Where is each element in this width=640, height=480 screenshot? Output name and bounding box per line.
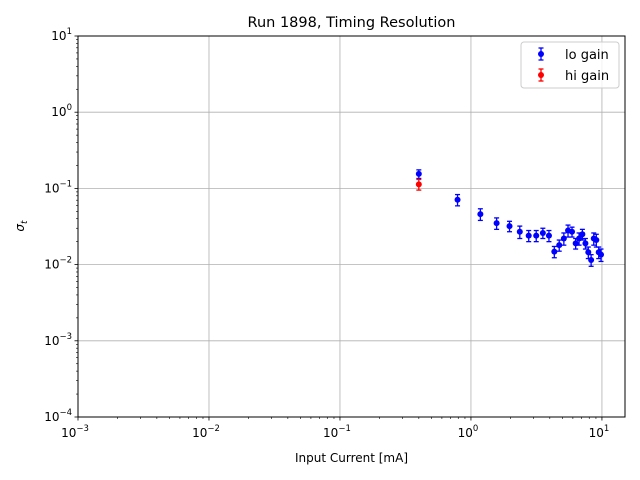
data-point — [593, 237, 600, 244]
data-point — [493, 220, 500, 227]
x-tick-label: 10−3 — [61, 424, 89, 440]
x-axis-label: Input Current [mA] — [295, 451, 408, 465]
data-point — [569, 228, 576, 235]
y-axis-label-symbol: σ — [13, 224, 27, 232]
x-tick-label: 101 — [589, 424, 610, 440]
y-tick-label: 101 — [51, 27, 72, 43]
data-point — [506, 223, 513, 230]
data-point — [598, 251, 605, 258]
chart-title: Run 1898, Timing Resolution — [248, 15, 456, 31]
data-point — [516, 228, 523, 235]
data-point — [545, 232, 552, 239]
legend-label-lo-gain: lo gain — [565, 48, 609, 63]
x-tick-label: 10−1 — [323, 424, 351, 440]
data-point — [539, 229, 546, 236]
data-point — [415, 181, 422, 188]
legend-point — [538, 51, 544, 57]
data-point — [585, 249, 592, 256]
legend-marker-hi-gain — [538, 68, 544, 82]
series-layer — [415, 169, 605, 267]
data-point — [579, 231, 586, 238]
series-lo-gain — [415, 169, 605, 267]
data-point — [556, 242, 563, 249]
data-point — [477, 211, 484, 218]
series-hi-gain — [415, 178, 422, 191]
legend-box — [520, 41, 620, 89]
data-point — [415, 170, 422, 177]
data-point — [560, 235, 567, 242]
y-tick-label: 10−4 — [44, 408, 72, 424]
legend-point — [538, 72, 544, 78]
y-axis-label-subscript: t — [20, 220, 30, 224]
legend-marker-lo-gain — [538, 47, 544, 61]
y-tick-label: 100 — [51, 103, 72, 119]
data-point — [533, 232, 540, 239]
data-point — [454, 196, 461, 203]
y-tick-label: 10−2 — [44, 256, 72, 272]
x-tick-label: 100 — [458, 424, 479, 440]
plot-frame — [77, 35, 626, 418]
x-tick-label: 10−2 — [192, 424, 220, 440]
data-point — [582, 240, 589, 247]
legend: lo gain hi gain — [520, 41, 620, 89]
y-axis-label: σt — [13, 220, 30, 232]
data-point — [525, 232, 532, 239]
y-tick-label: 10−3 — [44, 332, 72, 348]
data-point — [588, 256, 595, 263]
y-tick-label: 10−1 — [44, 179, 72, 195]
data-point — [551, 248, 558, 255]
legend-label-hi-gain: hi gain — [565, 69, 609, 84]
